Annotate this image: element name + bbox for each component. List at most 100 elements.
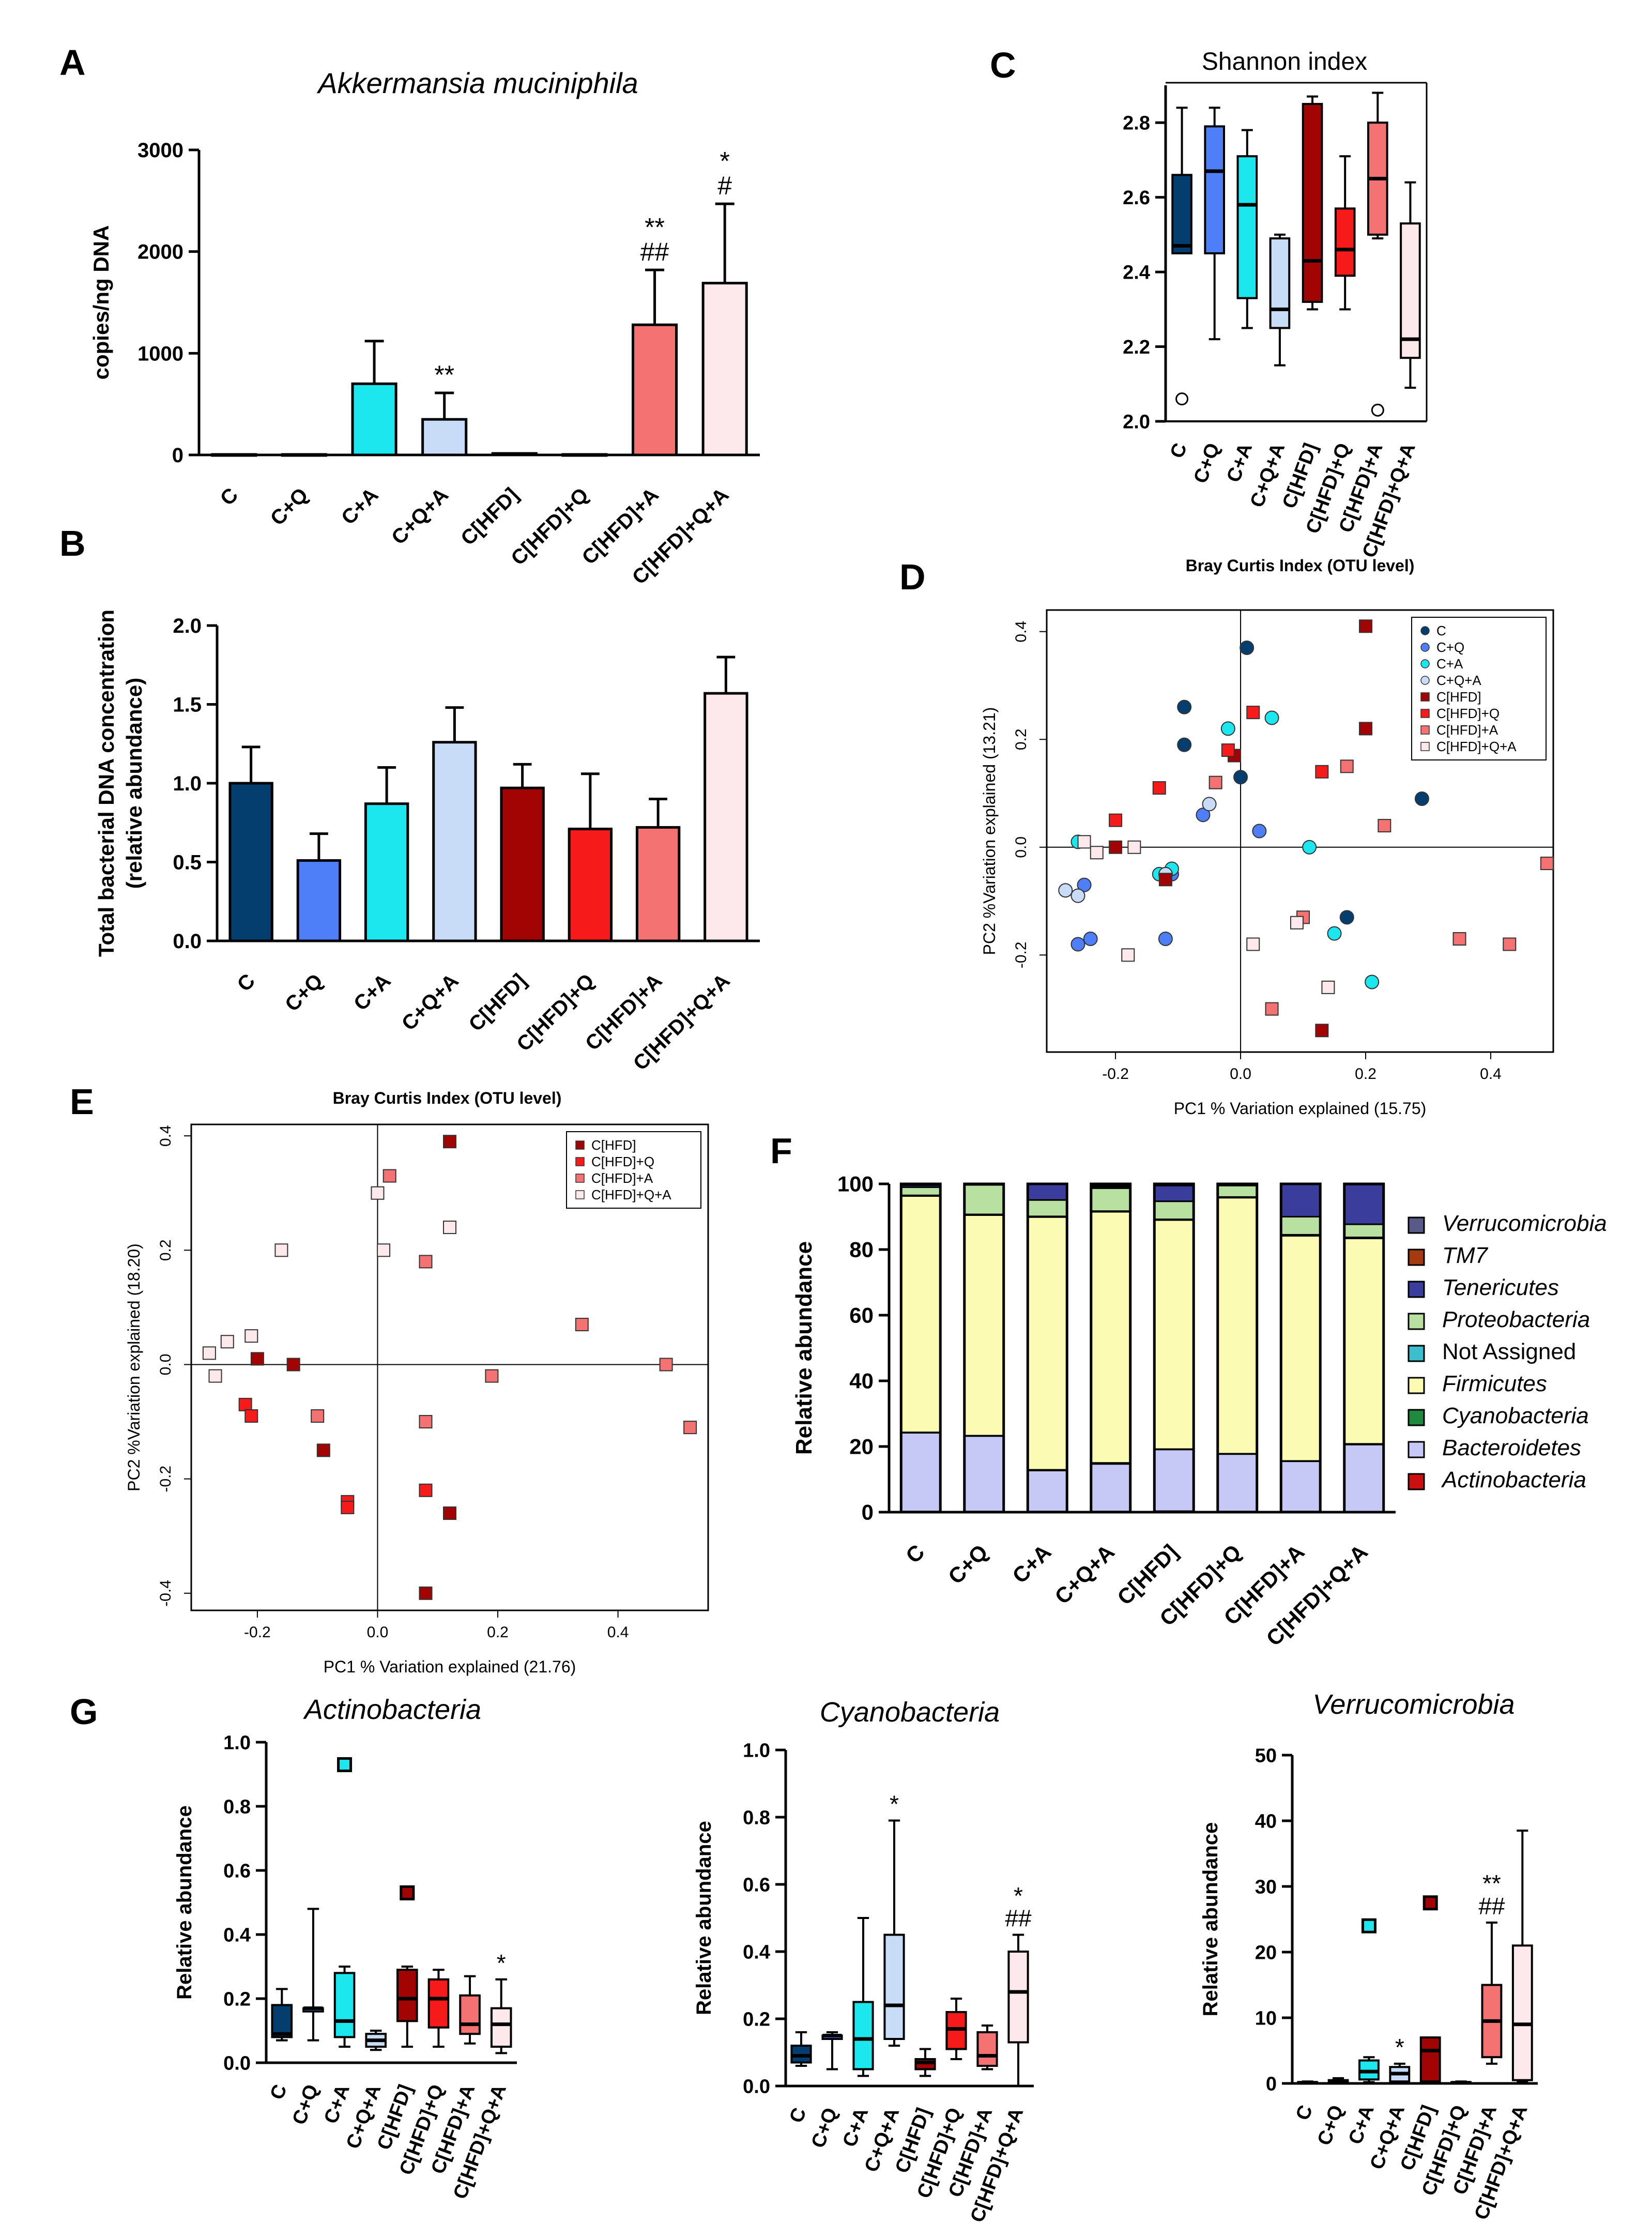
legend-swatch xyxy=(1408,1281,1425,1298)
outlier-point xyxy=(1361,1918,1376,1933)
panel-label: D xyxy=(899,557,926,597)
bar-c-q xyxy=(296,859,342,942)
panel-E: E Bray Curtis Index (OTU level) -0.2 0.0 0.2… xyxy=(70,1082,709,1676)
point-c xyxy=(1414,791,1429,806)
legend-label: C[HFD]+A xyxy=(591,1170,653,1186)
panel-label: B xyxy=(59,523,86,564)
bar-c-hfd-q-a xyxy=(703,692,748,942)
bar-c-hfd-a xyxy=(635,826,681,942)
point-c-hfd-q-a xyxy=(1121,948,1135,962)
panel-label: F xyxy=(770,1131,792,1171)
y-axis-label: PC2 %Variation explained (13.21) xyxy=(980,707,999,955)
legend-marker xyxy=(1420,676,1430,685)
point-c-hfd-a xyxy=(1340,759,1354,773)
box-c-hfd xyxy=(396,1969,418,2022)
bar-c-hfd-q xyxy=(568,827,613,942)
y-tick-label: 20 xyxy=(849,1435,874,1459)
significance-mark: ** xyxy=(645,213,665,242)
bar-c xyxy=(228,782,273,942)
x-tick-label: C xyxy=(216,483,243,510)
point-c-hfd-a xyxy=(575,1318,589,1332)
point-c-hfd xyxy=(1315,1024,1329,1038)
y-tick-label: 10 xyxy=(1255,2007,1277,2029)
segment-firmicutes xyxy=(1217,1197,1258,1455)
y-tick-label: 0.4 xyxy=(157,1125,174,1147)
box-c-q-a xyxy=(883,1933,905,2040)
segment-proteobacteria xyxy=(1090,1187,1131,1212)
point-c-hfd-q-a xyxy=(1290,916,1304,930)
x-axis-label: PC1 % Variation explained (15.75) xyxy=(1174,1099,1427,1118)
y-tick-label: 0.2 xyxy=(157,1239,174,1261)
point-c-hfd xyxy=(1359,619,1373,633)
y-axis-label: Relative abundance xyxy=(693,1821,715,2015)
box-c-hfd-a xyxy=(976,2031,998,2067)
x-tick-label: C+Q xyxy=(1313,2103,1348,2149)
chart-title: Bray Curtis Index (OTU level) xyxy=(333,1089,562,1107)
point-c-hfd-a xyxy=(485,1369,499,1383)
y-tick-label: 30 xyxy=(1255,1876,1277,1898)
y-axis-label: Total bacterial DNA concentration xyxy=(94,610,118,957)
x-tick-label: -0.2 xyxy=(244,1624,271,1641)
y-tick-label: 2.2 xyxy=(1123,337,1150,358)
y-tick-label: 20 xyxy=(1255,1942,1277,1963)
segment-bacteroidetes xyxy=(1343,1443,1385,1513)
x-tick-label: C xyxy=(1166,440,1191,461)
legend-marker xyxy=(575,1157,585,1166)
point-c-hfd-q-a xyxy=(220,1335,234,1349)
legend-label: TM7 xyxy=(1442,1243,1489,1268)
point-c-a xyxy=(1365,975,1380,989)
point-c-q xyxy=(1196,808,1211,823)
point-c-hfd-q-a xyxy=(1321,980,1335,994)
y-tick-label: 0.8 xyxy=(223,1796,251,1818)
y-tick-label: -0.4 xyxy=(157,1580,174,1607)
legend-label: C[HFD] xyxy=(1436,689,1481,705)
x-tick-label: C+Q+A xyxy=(397,969,463,1035)
x-tick-label: C+A xyxy=(337,483,383,529)
x-tick-label: C+A xyxy=(1344,2103,1379,2148)
point-c-hfd-q-a xyxy=(377,1243,391,1257)
x-tick-label: C[HFD] xyxy=(456,483,523,550)
y-tick-label: 50 xyxy=(1255,1745,1277,1767)
point-c-hfd xyxy=(316,1443,330,1457)
box-c xyxy=(271,2004,293,2038)
legend-swatch xyxy=(1408,1248,1425,1266)
legend: C C+QC+AC+Q+AC[HFD]C[HFD]+QC[HFD]+AC[HFD]… xyxy=(1411,617,1547,760)
y-tick-label: 2.6 xyxy=(1123,187,1150,209)
y-tick-label: 40 xyxy=(849,1369,874,1393)
significance-mark: # xyxy=(717,171,732,200)
y-axis-label: PC2 %Variation explained (18.20) xyxy=(125,1243,143,1491)
box-c-a xyxy=(333,1972,356,2038)
x-tick-label: C+A xyxy=(1222,440,1257,485)
x-tick-label: C+A xyxy=(839,2105,873,2150)
y-tick-label: -0.2 xyxy=(1013,941,1030,968)
point-c-hfd-a xyxy=(1378,819,1391,833)
point-c-hfd xyxy=(286,1358,300,1372)
significance-mark: * xyxy=(890,1791,899,1818)
panel-D: D Bray Curtis Index (OTU level) -0.2 0.0 0.2… xyxy=(899,556,1554,1118)
stack-outline xyxy=(899,1182,942,1514)
point-c-hfd-a xyxy=(659,1358,673,1372)
point-c-hfd-a xyxy=(1265,1002,1279,1016)
point-c-a xyxy=(1220,721,1235,736)
y-axis-label: Relative abundance xyxy=(173,1805,196,2000)
panel-B: B0.00.51.01.52.0C C+Q C+A C+Q+A C[HFD]C[HFD]… xyxy=(59,523,760,1075)
bar-c-hfd-q xyxy=(561,453,608,457)
bar-c-q-a xyxy=(421,418,468,456)
point-c-hfd-a xyxy=(683,1421,697,1435)
segment-firmicutes xyxy=(900,1195,941,1434)
y-tick-label: 40 xyxy=(1255,1810,1277,1832)
point-c-hfd-q xyxy=(1246,706,1260,720)
point-c-q xyxy=(1077,877,1092,892)
legend-label: C[HFD]+Q+A xyxy=(1436,739,1517,754)
legend-label: C[HFD]+Q+A xyxy=(591,1187,671,1202)
point-c-q-a xyxy=(1202,797,1217,812)
panel-G3: Verrucomicrobia01020304050***##CC+QC+AC+… xyxy=(1199,1689,1538,2222)
panel-G1: G Actinobacteria 0.0 0.2 0.4 0.6 0.8 1.0 * CC+QC+… xyxy=(70,1692,517,2202)
legend: C[HFD]C[HFD]+QC[HFD]+AC[HFD]+Q+A xyxy=(566,1131,701,1209)
y-tick-label: 1.0 xyxy=(173,772,202,795)
x-tick-label: C xyxy=(1292,2103,1317,2123)
legend-swatch xyxy=(1408,1345,1425,1362)
point-c-hfd-q-a xyxy=(443,1221,456,1235)
y-tick-label: 0 xyxy=(862,1500,874,1525)
bar-c-hfd xyxy=(500,786,545,942)
